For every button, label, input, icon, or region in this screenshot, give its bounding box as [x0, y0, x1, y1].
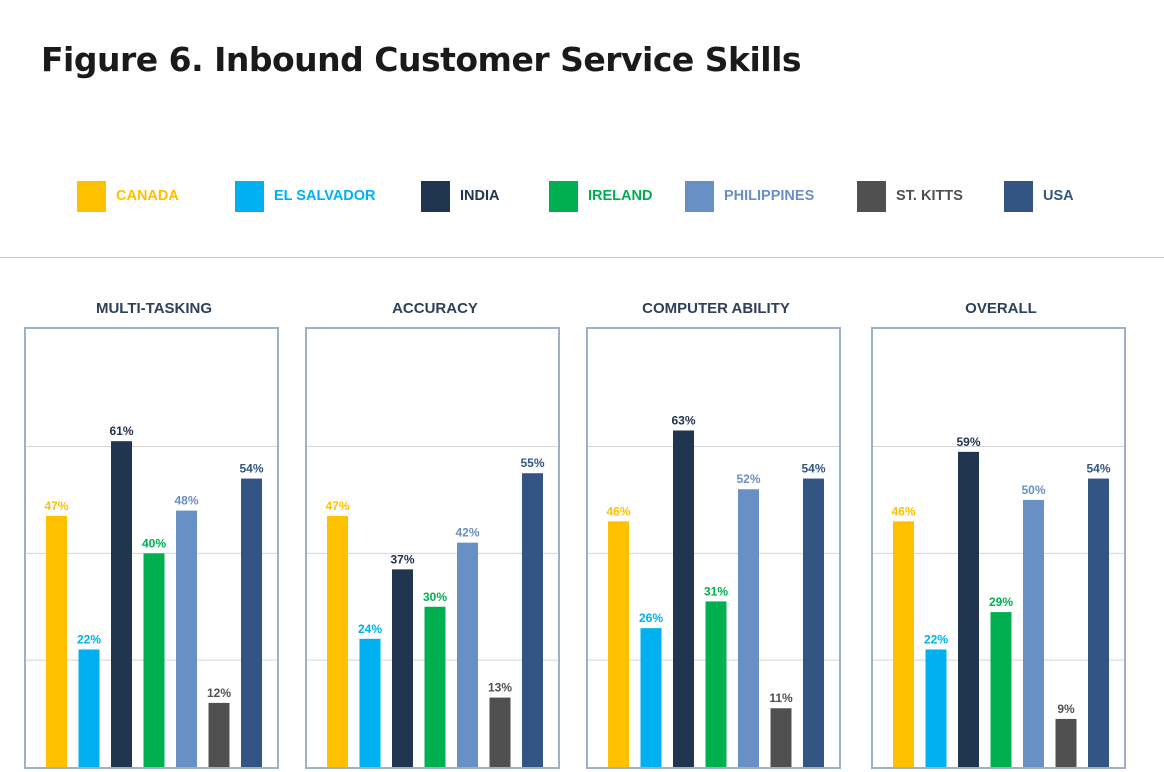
bar-ireland [424, 606, 446, 767]
bar-canada [46, 515, 67, 767]
data-label-usa: 54% [239, 462, 263, 476]
bar-st-kitts [208, 702, 230, 767]
data-label-ireland: 30% [423, 590, 447, 604]
chart-svg-accuracy: 47% 24% 37% 30% 42% 13% 55% [307, 446, 558, 767]
data-label-el-salvador: 26% [639, 611, 663, 625]
bar-el-salvador [925, 649, 947, 767]
legend-swatch-philippines [685, 180, 714, 212]
chart-svg-overall: 46% 22% 59% 29% 50% 9% 54% [873, 435, 1124, 767]
legend-label-ireland: IRELAND [588, 188, 653, 204]
bar-philippines [176, 510, 197, 767]
data-label-el-salvador: 22% [924, 632, 948, 646]
legend-label-usa: USA [1043, 188, 1074, 204]
data-label-philippines: 48% [174, 494, 198, 508]
page-title: Figure 6. Inbound Customer Service Skill… [41, 40, 802, 79]
legend-swatch-st-kitts [857, 180, 886, 212]
chart-panel-accuracy: 47% 24% 37% 30% 42% 13% 55% [305, 327, 560, 769]
data-label-st-kitts: 11% [769, 691, 793, 705]
data-label-philippines: 42% [455, 526, 479, 540]
bar-usa [241, 478, 262, 767]
data-label-usa: 54% [1086, 462, 1110, 476]
chart-title-overall: OVERALL [965, 300, 1037, 317]
divider [0, 257, 1164, 258]
bar-el-salvador [359, 638, 381, 767]
legend-swatch-usa [1004, 180, 1033, 212]
data-label-india: 37% [390, 552, 414, 566]
data-label-india: 61% [109, 424, 133, 438]
data-label-canada: 46% [606, 504, 630, 518]
bar-canada [608, 521, 629, 767]
data-label-canada: 47% [44, 499, 68, 513]
data-label-canada: 46% [891, 504, 915, 518]
legend-swatch-india [421, 180, 450, 212]
data-label-canada: 47% [325, 499, 349, 513]
legend-label-india: INDIA [460, 188, 500, 204]
chart-svg-computer-ability: 46% 26% 63% 31% 52% 11% 54% [588, 413, 839, 767]
data-label-st-kitts: 13% [488, 681, 512, 695]
legend-item-el-salvador: EL SALVADOR [235, 180, 376, 212]
data-label-india: 63% [671, 413, 695, 427]
bar-st-kitts [770, 708, 792, 767]
data-label-ireland: 29% [989, 595, 1013, 609]
data-label-philippines: 50% [1021, 483, 1045, 497]
legend-swatch-canada [77, 180, 106, 212]
legend-label-philippines: PHILIPPINES [724, 188, 815, 204]
legend-label-canada: CANADA [116, 188, 179, 204]
bar-india [111, 441, 132, 767]
legend-label-st-kitts: ST. KITTS [896, 188, 963, 204]
legend-item-canada: CANADA [77, 180, 179, 212]
bar-india [392, 569, 413, 767]
legend-swatch-el-salvador [235, 180, 264, 212]
data-label-india: 59% [956, 435, 980, 449]
legend-item-usa: USA [1004, 180, 1074, 212]
data-label-usa: 55% [520, 456, 544, 470]
legend-swatch-ireland [549, 180, 578, 212]
data-label-ireland: 31% [704, 584, 728, 598]
legend-label-el-salvador: EL SALVADOR [274, 188, 376, 204]
chart-svg-multi-tasking: 47% 22% 61% 40% 48% 12% 54% [26, 424, 277, 767]
legend-item-india: INDIA [421, 180, 499, 212]
bar-usa [1088, 478, 1109, 767]
legend-item-ireland: IRELAND [549, 180, 652, 212]
chart-panel-overall: 46% 22% 59% 29% 50% 9% 54% [871, 327, 1126, 769]
bar-st-kitts [489, 697, 511, 767]
bar-st-kitts [1055, 718, 1077, 767]
bar-canada [327, 515, 348, 767]
legend-item-st-kitts: ST. KITTS [857, 180, 963, 212]
legend-item-philippines: PHILIPPINES [685, 180, 814, 212]
bar-ireland [990, 612, 1012, 767]
bar-philippines [1023, 499, 1044, 767]
bar-philippines [457, 542, 478, 767]
bar-ireland [705, 601, 727, 767]
data-label-st-kitts: 9% [1057, 702, 1075, 716]
chart-title-multi-tasking: MULTI-TASKING [95, 300, 213, 317]
data-label-ireland: 40% [142, 536, 166, 550]
chart-panel-multi-tasking: 47% 22% 61% 40% 48% 12% 54% [24, 327, 279, 769]
data-label-el-salvador: 24% [358, 622, 382, 636]
bar-india [958, 451, 979, 767]
chart-title-accuracy: ACCURACY [392, 300, 478, 317]
bar-canada [893, 521, 914, 767]
bar-el-salvador [78, 649, 100, 767]
chart-panel-computer-ability: 46% 26% 63% 31% 52% 11% 54% [586, 327, 841, 769]
data-label-el-salvador: 22% [77, 632, 101, 646]
bar-ireland [143, 553, 165, 767]
bar-philippines [738, 489, 759, 767]
data-label-st-kitts: 12% [207, 686, 231, 700]
bar-india [673, 430, 694, 767]
bar-el-salvador [640, 628, 662, 767]
bar-usa [522, 473, 543, 767]
data-label-philippines: 52% [736, 472, 760, 486]
bar-usa [803, 478, 824, 767]
legend: CANADA EL SALVADOR INDIA IRELAND PHILIPP… [0, 180, 1164, 212]
data-label-usa: 54% [801, 462, 825, 476]
chart-title-computer-ability: COMPUTER ABILITY [642, 300, 790, 317]
